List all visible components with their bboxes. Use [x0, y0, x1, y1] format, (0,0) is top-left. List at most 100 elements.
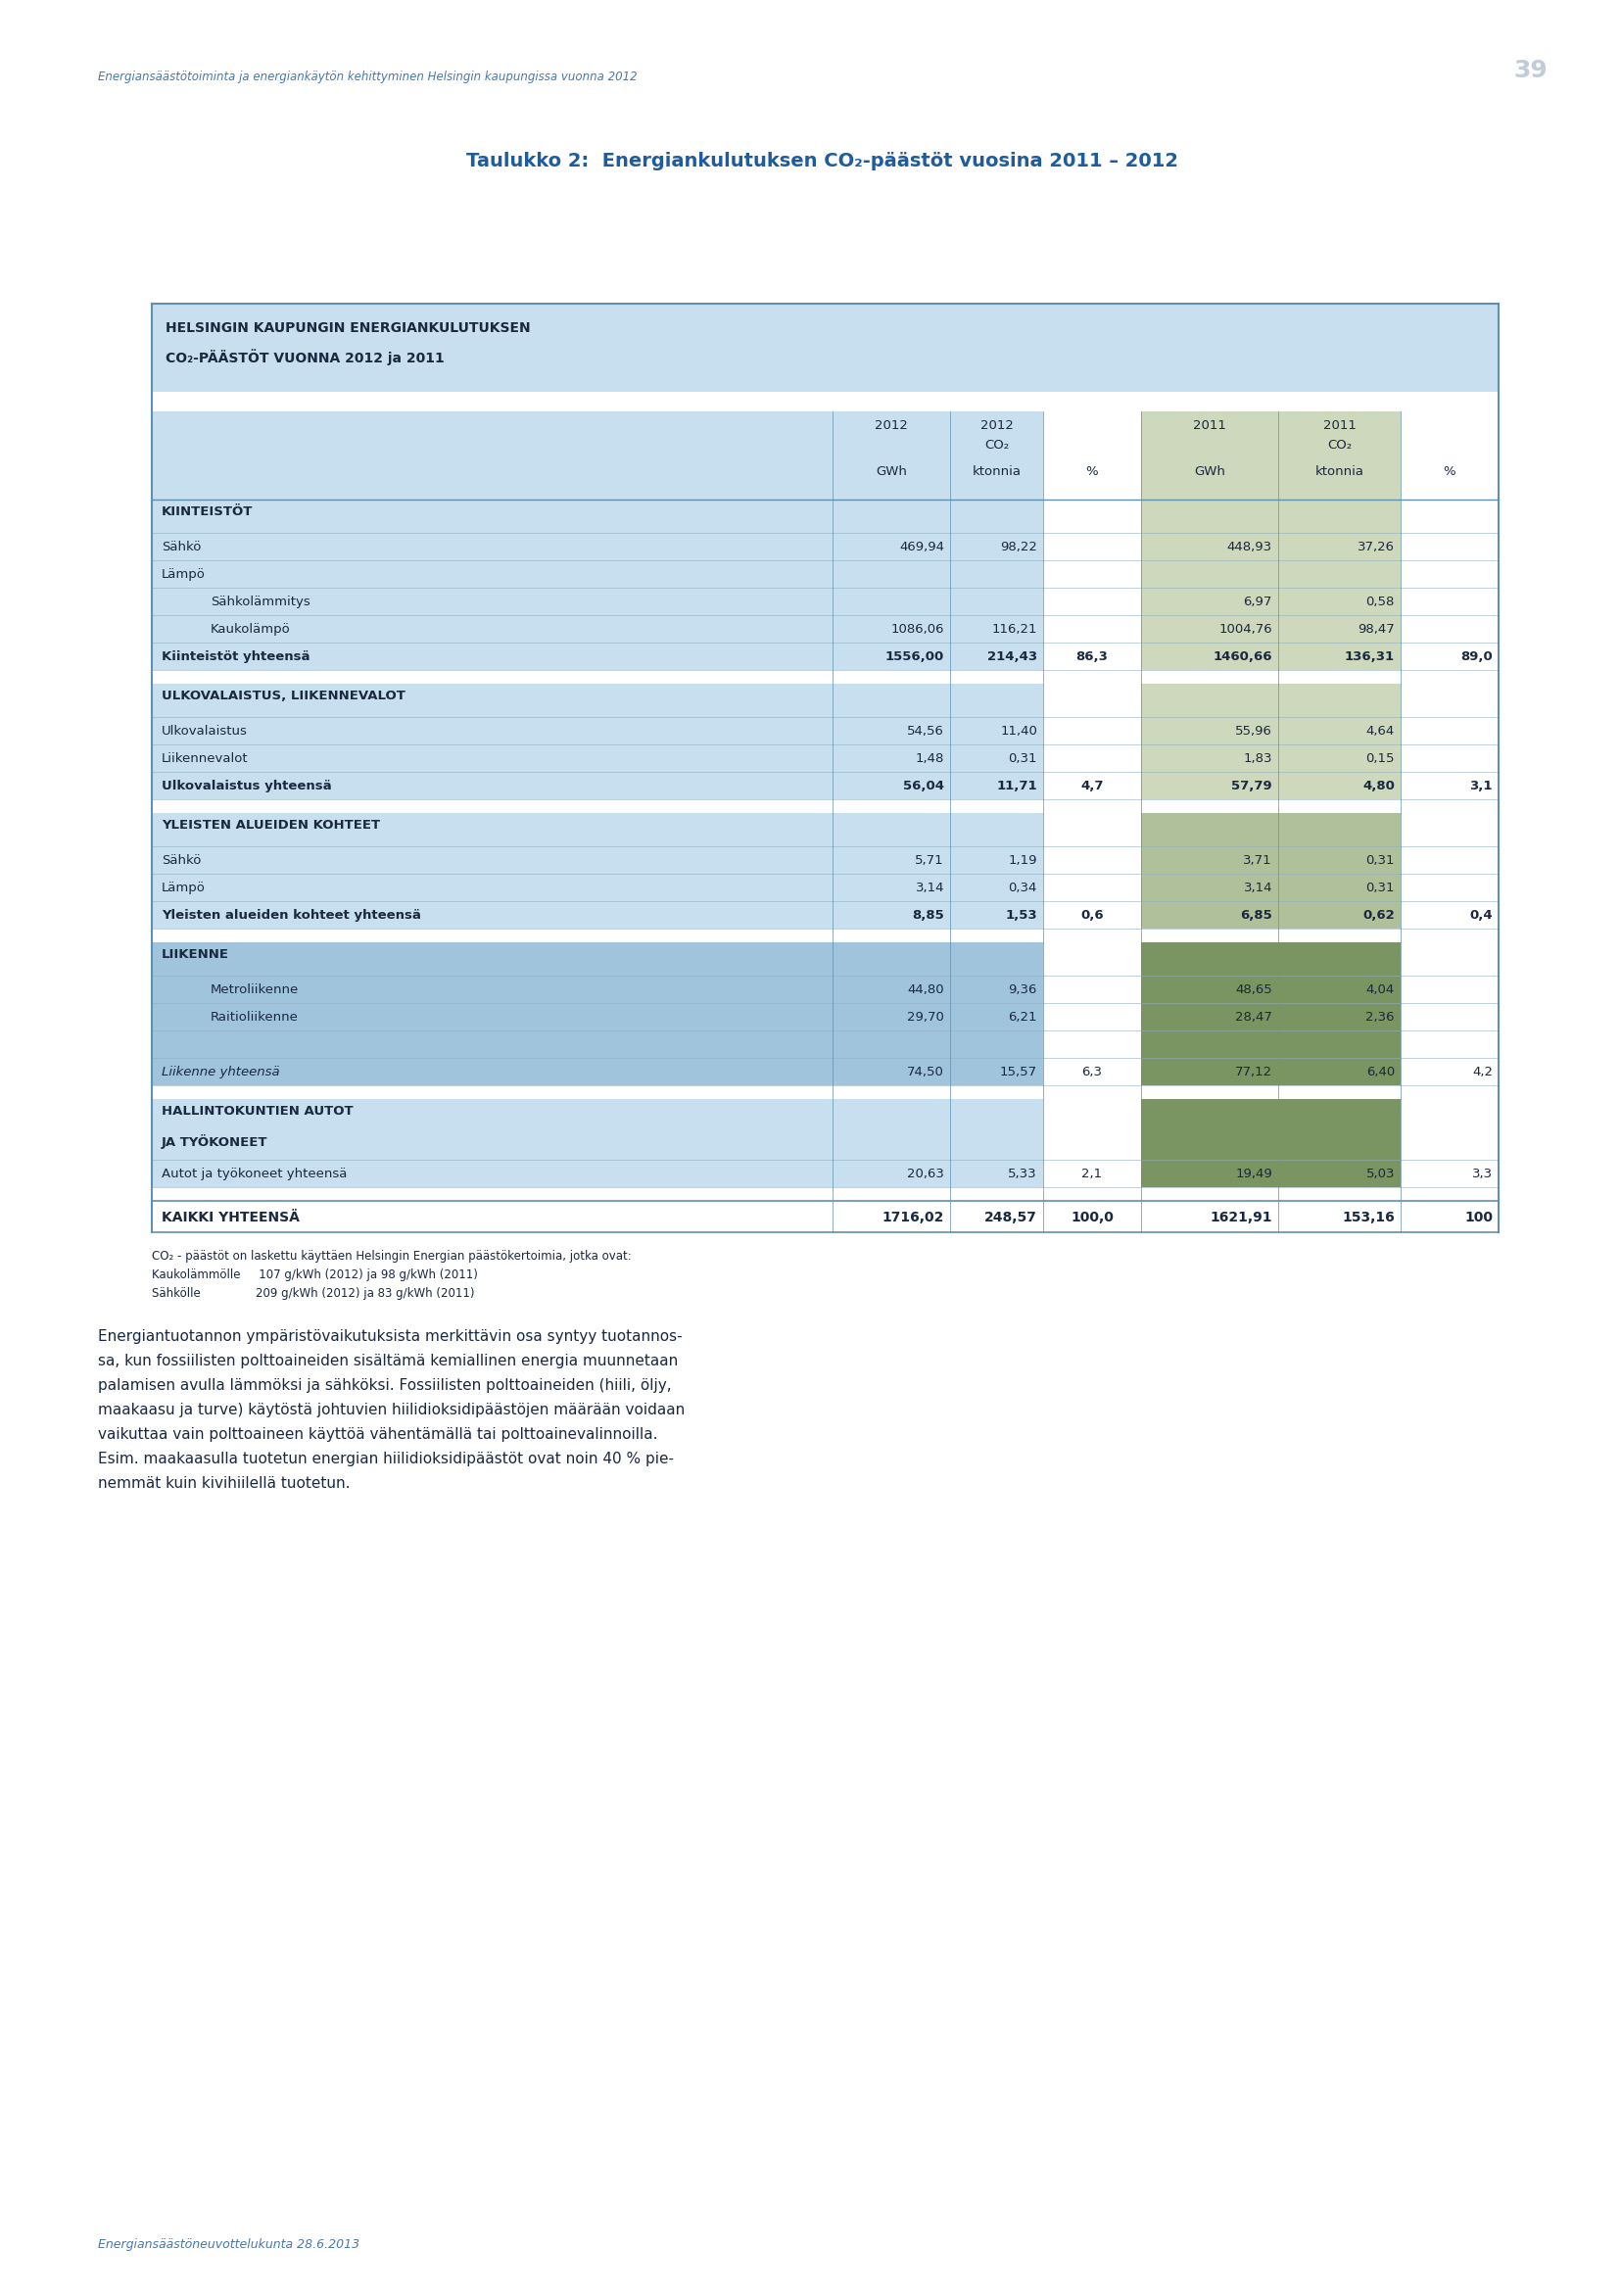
Text: 2,36: 2,36	[1365, 1010, 1394, 1024]
Text: GWh: GWh	[1193, 466, 1224, 478]
FancyBboxPatch shape	[152, 533, 1042, 560]
Text: 2011: 2011	[1323, 420, 1355, 432]
Text: JA TYÖKONEET: JA TYÖKONEET	[162, 1134, 267, 1148]
FancyBboxPatch shape	[152, 501, 1042, 533]
Text: HELSINGIN KAUPUNGIN ENERGIANKULUTUKSEN: HELSINGIN KAUPUNGIN ENERGIANKULUTUKSEN	[165, 321, 530, 335]
FancyBboxPatch shape	[1141, 411, 1401, 501]
FancyBboxPatch shape	[1042, 1100, 1141, 1159]
FancyBboxPatch shape	[1401, 976, 1498, 1003]
Text: Kiinteistöt yhteensä: Kiinteistöt yhteensä	[162, 650, 310, 664]
Text: 1004,76: 1004,76	[1217, 622, 1271, 636]
Text: 1,53: 1,53	[1005, 909, 1036, 921]
Text: 98,47: 98,47	[1357, 622, 1394, 636]
Text: CO₂-PÄÄSTÖT VUONNA 2012 ja 2011: CO₂-PÄÄSTÖT VUONNA 2012 ja 2011	[165, 349, 444, 365]
Text: 4,7: 4,7	[1080, 781, 1102, 792]
FancyBboxPatch shape	[1141, 588, 1401, 615]
FancyBboxPatch shape	[1141, 875, 1401, 900]
Text: 89,0: 89,0	[1461, 650, 1491, 664]
FancyBboxPatch shape	[1042, 716, 1141, 744]
FancyBboxPatch shape	[152, 1100, 1042, 1159]
Text: 6,40: 6,40	[1365, 1065, 1394, 1079]
FancyBboxPatch shape	[1042, 1003, 1141, 1031]
FancyBboxPatch shape	[1401, 813, 1498, 847]
Text: 1,19: 1,19	[1008, 854, 1036, 868]
FancyBboxPatch shape	[1141, 1003, 1401, 1031]
FancyBboxPatch shape	[1042, 615, 1141, 643]
Text: ktonnia: ktonnia	[1315, 466, 1363, 478]
Text: Lämpö: Lämpö	[162, 882, 206, 895]
Text: 77,12: 77,12	[1234, 1065, 1271, 1079]
FancyBboxPatch shape	[1141, 1058, 1401, 1086]
FancyBboxPatch shape	[1042, 941, 1141, 976]
FancyBboxPatch shape	[1401, 771, 1498, 799]
FancyBboxPatch shape	[152, 875, 1042, 900]
FancyBboxPatch shape	[1401, 1058, 1498, 1086]
Text: LIIKENNE: LIIKENNE	[162, 948, 229, 962]
FancyBboxPatch shape	[1141, 941, 1401, 976]
Text: 57,79: 57,79	[1230, 781, 1271, 792]
Text: Kaukolämpö: Kaukolämpö	[211, 622, 290, 636]
Text: 136,31: 136,31	[1344, 650, 1394, 664]
FancyBboxPatch shape	[1141, 533, 1401, 560]
Text: 116,21: 116,21	[990, 622, 1036, 636]
FancyBboxPatch shape	[1042, 1058, 1141, 1086]
Text: 2,1: 2,1	[1081, 1169, 1102, 1180]
Text: 5,71: 5,71	[914, 854, 943, 868]
Text: 48,65: 48,65	[1235, 983, 1271, 996]
FancyBboxPatch shape	[152, 771, 1042, 799]
FancyBboxPatch shape	[1141, 813, 1401, 847]
FancyBboxPatch shape	[152, 928, 1498, 941]
FancyBboxPatch shape	[1141, 615, 1401, 643]
FancyBboxPatch shape	[1042, 588, 1141, 615]
Text: 3,14: 3,14	[1243, 882, 1271, 895]
Text: Lämpö: Lämpö	[162, 567, 206, 581]
Text: 1716,02: 1716,02	[882, 1210, 943, 1224]
Text: 1,83: 1,83	[1243, 753, 1271, 765]
Text: 74,50: 74,50	[906, 1065, 943, 1079]
Text: 0,4: 0,4	[1469, 909, 1491, 921]
FancyBboxPatch shape	[1141, 643, 1401, 670]
Text: KAIKKI YHTEENSÄ: KAIKKI YHTEENSÄ	[162, 1210, 300, 1224]
FancyBboxPatch shape	[1042, 900, 1141, 928]
FancyBboxPatch shape	[1141, 847, 1401, 875]
Text: 3,1: 3,1	[1469, 781, 1491, 792]
Text: 0,6: 0,6	[1080, 909, 1102, 921]
Text: 0,34: 0,34	[1008, 882, 1036, 895]
FancyBboxPatch shape	[152, 588, 1042, 615]
FancyBboxPatch shape	[1042, 1031, 1141, 1058]
Text: nemmät kuin kivihiilellä tuotetun.: nemmät kuin kivihiilellä tuotetun.	[97, 1476, 350, 1490]
Text: 448,93: 448,93	[1227, 542, 1271, 553]
Text: 6,97: 6,97	[1243, 595, 1271, 608]
FancyBboxPatch shape	[1401, 615, 1498, 643]
Text: 0,58: 0,58	[1365, 595, 1394, 608]
Text: 4,2: 4,2	[1472, 1065, 1491, 1079]
FancyBboxPatch shape	[1141, 744, 1401, 771]
Text: CO₂ - päästöt on laskettu käyttäen Helsingin Energian päästökertoimia, jotka ova: CO₂ - päästöt on laskettu käyttäen Helsi…	[152, 1249, 631, 1263]
Text: vaikuttaa vain polttoaineen käyttöä vähentämällä tai polttoainevalinnoilla.: vaikuttaa vain polttoaineen käyttöä vähe…	[97, 1428, 657, 1442]
FancyBboxPatch shape	[1042, 643, 1141, 670]
Text: sa, kun fossiilisten polttoaineiden sisältämä kemiallinen energia muunnetaan: sa, kun fossiilisten polttoaineiden sisä…	[97, 1355, 678, 1368]
FancyBboxPatch shape	[152, 1159, 1042, 1187]
Text: Esim. maakaasulla tuotetun energian hiilidioksidipäästöt ovat noin 40 % pie-: Esim. maakaasulla tuotetun energian hiil…	[97, 1451, 673, 1467]
FancyBboxPatch shape	[1401, 560, 1498, 588]
Text: Energiansäästöneuvottelukunta 28.6.2013: Energiansäästöneuvottelukunta 28.6.2013	[97, 2239, 360, 2250]
Text: 214,43: 214,43	[987, 650, 1036, 664]
Text: ULKOVALAISTUS, LIIKENNEVALOT: ULKOVALAISTUS, LIIKENNEVALOT	[162, 689, 405, 703]
Text: 469,94: 469,94	[898, 542, 943, 553]
Text: 1556,00: 1556,00	[885, 650, 943, 664]
Text: 5,33: 5,33	[1008, 1169, 1036, 1180]
Text: %: %	[1443, 466, 1456, 478]
FancyBboxPatch shape	[1042, 744, 1141, 771]
FancyBboxPatch shape	[1141, 716, 1401, 744]
Text: 6,85: 6,85	[1240, 909, 1271, 921]
Text: 3,71: 3,71	[1243, 854, 1271, 868]
FancyBboxPatch shape	[152, 1031, 1042, 1058]
Text: 6,21: 6,21	[1008, 1010, 1036, 1024]
FancyBboxPatch shape	[1141, 976, 1401, 1003]
Text: palamisen avulla lämmöksi ja sähköksi. Fossiilisten polttoaineiden (hiili, öljy,: palamisen avulla lämmöksi ja sähköksi. F…	[97, 1378, 671, 1394]
FancyBboxPatch shape	[152, 615, 1042, 643]
FancyBboxPatch shape	[152, 847, 1042, 875]
Text: Autot ja työkoneet yhteensä: Autot ja työkoneet yhteensä	[162, 1169, 347, 1180]
Text: HALLINTOKUNTIEN AUTOT: HALLINTOKUNTIEN AUTOT	[162, 1104, 353, 1118]
Text: 56,04: 56,04	[903, 781, 943, 792]
